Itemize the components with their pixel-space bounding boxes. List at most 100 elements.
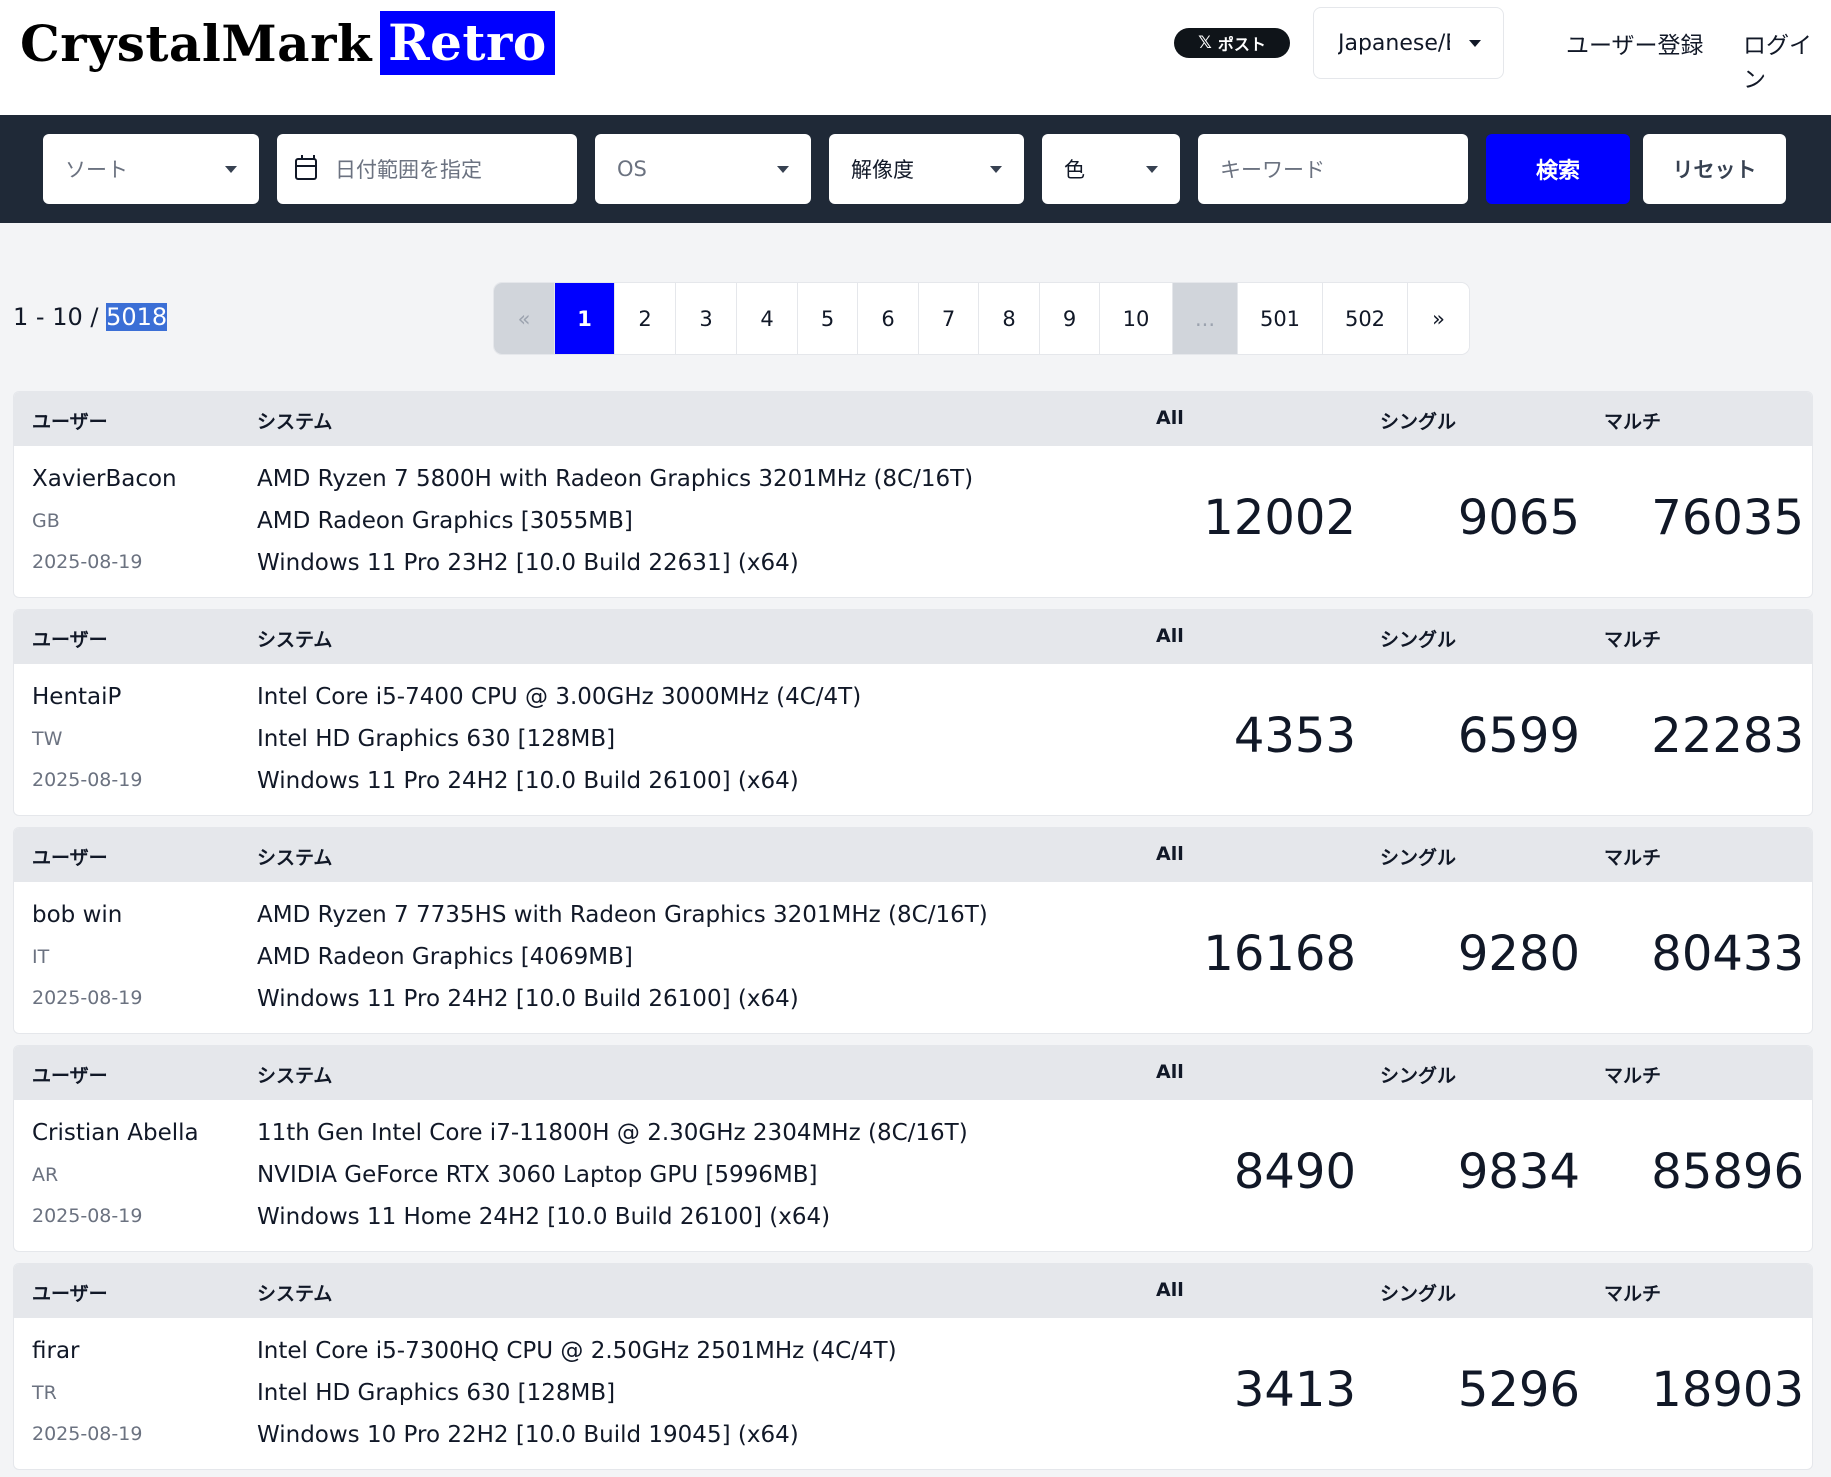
- result-date: 2025-08-19: [32, 987, 143, 1009]
- page-10[interactable]: 10: [1100, 283, 1173, 354]
- resolution-select[interactable]: 解像度: [829, 134, 1024, 204]
- system-os: Windows 11 Pro 24H2 [10.0 Build 26100] (…: [257, 986, 799, 1012]
- page-4[interactable]: 4: [737, 283, 798, 354]
- color-select[interactable]: 色: [1042, 134, 1180, 204]
- chevron-down-icon: [990, 165, 1002, 173]
- result-card[interactable]: ユーザー システム All シングル マルチ firar TR 2025-08-…: [13, 1263, 1813, 1470]
- sort-select[interactable]: ソート: [43, 134, 259, 204]
- card-header: ユーザー システム All シングル マルチ: [14, 610, 1812, 664]
- page-501[interactable]: 501: [1238, 283, 1323, 354]
- result-total: 5018: [106, 303, 168, 331]
- score-all: 4353: [1233, 708, 1356, 764]
- os-select[interactable]: OS: [595, 134, 811, 204]
- login-link[interactable]: ログイン: [1743, 33, 1812, 93]
- result-card[interactable]: ユーザー システム All シングル マルチ XavierBacon GB 20…: [13, 391, 1813, 598]
- col-multi: マルチ: [1604, 629, 1662, 651]
- language-select[interactable]: Japanese/English: [1313, 7, 1504, 79]
- page-2[interactable]: 2: [615, 283, 676, 354]
- score-multi: 18903: [1651, 1362, 1804, 1418]
- result-count: 1 - 10 / 5018: [13, 303, 168, 331]
- col-single: シングル: [1380, 1283, 1457, 1305]
- sort-label: ソート: [65, 158, 128, 182]
- logo-retro: Retro: [380, 11, 555, 75]
- result-date: 2025-08-19: [32, 1423, 143, 1445]
- card-header: ユーザー システム All シングル マルチ: [14, 392, 1812, 446]
- x-post-button[interactable]: 𝕏 ポスト: [1174, 28, 1290, 58]
- site-logo[interactable]: CrystalMark Retro: [20, 10, 555, 76]
- user-name: HentaiP: [32, 684, 122, 710]
- keyword-input[interactable]: キーワード: [1198, 134, 1468, 204]
- col-all: All: [1156, 1279, 1184, 1301]
- col-user: ユーザー: [32, 629, 108, 651]
- system-os: Windows 10 Pro 22H2 [10.0 Build 19045] (…: [257, 1422, 799, 1448]
- user-country: TR: [32, 1382, 57, 1404]
- system-cpu: Intel Core i5-7400 CPU @ 3.00GHz 3000MHz…: [257, 684, 862, 710]
- page-5[interactable]: 5: [798, 283, 858, 354]
- page-7[interactable]: 7: [919, 283, 979, 354]
- system-os: Windows 11 Pro 23H2 [10.0 Build 22631] (…: [257, 550, 799, 576]
- score-all: 16168: [1203, 926, 1356, 982]
- system-gpu: Intel HD Graphics 630 [128MB]: [257, 1380, 616, 1406]
- logo-crystalmark: CrystalMark: [20, 13, 373, 73]
- card-body: firar TR 2025-08-19 Intel Core i5-7300HQ…: [14, 1318, 1812, 1469]
- result-card[interactable]: ユーザー システム All シングル マルチ bob win IT 2025-0…: [13, 827, 1813, 1034]
- page-502[interactable]: 502: [1323, 283, 1408, 354]
- card-body: XavierBacon GB 2025-08-19 AMD Ryzen 7 58…: [14, 446, 1812, 597]
- score-all: 3413: [1233, 1362, 1356, 1418]
- x-post-label: ポスト: [1217, 35, 1266, 54]
- system-cpu: Intel Core i5-7300HQ CPU @ 2.50GHz 2501M…: [257, 1338, 897, 1364]
- page-1[interactable]: 1: [555, 283, 615, 354]
- user-name: XavierBacon: [32, 466, 177, 492]
- date-range-picker[interactable]: 日付範囲を指定: [277, 134, 577, 204]
- page-prev[interactable]: «: [494, 283, 555, 354]
- page-9[interactable]: 9: [1040, 283, 1100, 354]
- result-card[interactable]: ユーザー システム All シングル マルチ Cristian Abella A…: [13, 1045, 1813, 1252]
- score-single: 6599: [1457, 708, 1580, 764]
- page-6[interactable]: 6: [858, 283, 919, 354]
- system-os: Windows 11 Home 24H2 [10.0 Build 26100] …: [257, 1204, 831, 1230]
- score-multi: 85896: [1651, 1144, 1804, 1200]
- col-user: ユーザー: [32, 847, 108, 869]
- system-cpu: AMD Ryzen 7 5800H with Radeon Graphics 3…: [257, 466, 974, 492]
- col-multi: マルチ: [1604, 411, 1662, 433]
- result-range: 1 - 10 /: [13, 303, 107, 331]
- score-multi: 22283: [1651, 708, 1804, 764]
- system-gpu: AMD Radeon Graphics [4069MB]: [257, 944, 633, 970]
- card-header: ユーザー システム All シングル マルチ: [14, 1046, 1812, 1100]
- keyword-placeholder: キーワード: [1220, 158, 1325, 182]
- user-name: firar: [32, 1338, 80, 1364]
- search-button[interactable]: 検索: [1486, 134, 1630, 204]
- col-multi: マルチ: [1604, 1065, 1662, 1087]
- page-next[interactable]: »: [1408, 283, 1469, 354]
- calendar-icon: [295, 155, 317, 180]
- register-link[interactable]: ユーザー登録: [1566, 33, 1704, 59]
- col-all: All: [1156, 843, 1184, 865]
- page-3[interactable]: 3: [676, 283, 737, 354]
- chevron-down-icon: [225, 165, 237, 173]
- chevron-down-icon: [1146, 165, 1158, 173]
- col-single: シングル: [1380, 1065, 1457, 1087]
- reset-button[interactable]: リセット: [1643, 134, 1786, 204]
- user-country: TW: [32, 728, 63, 750]
- card-header: ユーザー システム All シングル マルチ: [14, 1264, 1812, 1318]
- result-card[interactable]: ユーザー システム All シングル マルチ HentaiP TW 2025-0…: [13, 609, 1813, 816]
- col-system: システム: [257, 1283, 333, 1305]
- user-country: AR: [32, 1164, 59, 1186]
- score-all: 8490: [1233, 1144, 1356, 1200]
- col-single: シングル: [1380, 411, 1457, 433]
- col-multi: マルチ: [1604, 847, 1662, 869]
- x-icon: 𝕏: [1198, 33, 1212, 53]
- user-country: GB: [32, 510, 60, 532]
- col-system: システム: [257, 1065, 333, 1087]
- col-system: システム: [257, 411, 333, 433]
- system-os: Windows 11 Pro 24H2 [10.0 Build 26100] (…: [257, 768, 799, 794]
- card-header: ユーザー システム All シングル マルチ: [14, 828, 1812, 882]
- score-multi: 80433: [1651, 926, 1804, 982]
- system-gpu: Intel HD Graphics 630 [128MB]: [257, 726, 616, 752]
- os-label: OS: [617, 157, 647, 181]
- language-value: Japanese/English: [1338, 30, 1450, 56]
- col-system: システム: [257, 629, 333, 651]
- page-8[interactable]: 8: [979, 283, 1040, 354]
- col-single: シングル: [1380, 629, 1457, 651]
- col-user: ユーザー: [32, 1283, 108, 1305]
